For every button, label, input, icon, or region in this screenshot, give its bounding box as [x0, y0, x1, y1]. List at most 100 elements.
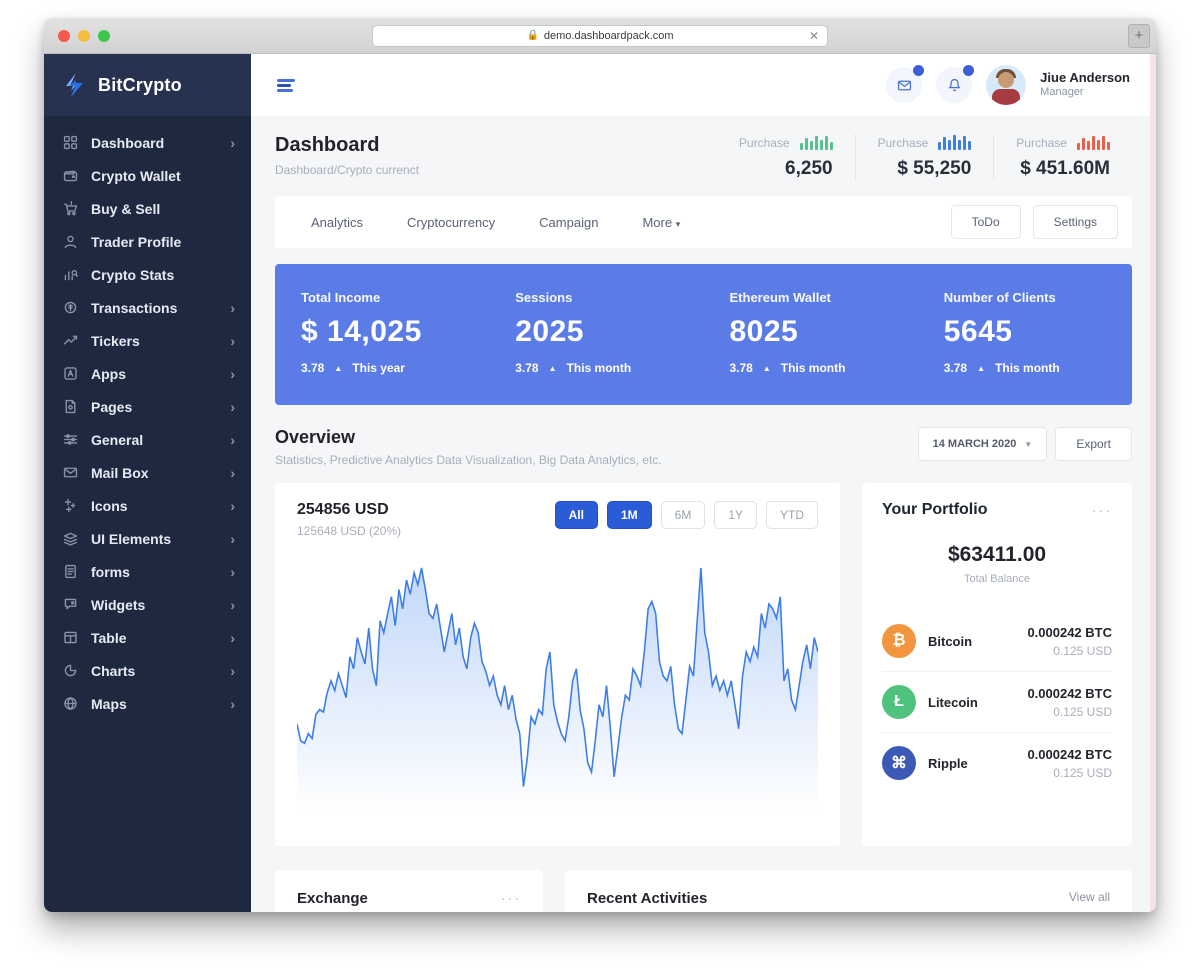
sidebar: BitCrypto [44, 54, 251, 912]
minimize-window-button[interactable] [78, 29, 90, 42]
arrow-up-icon: ▲ [977, 363, 986, 373]
url-bar[interactable]: 🔒 demo.dashboardpack.com ✕ [372, 24, 828, 47]
sidebar-item-tickers[interactable]: Tickers › [44, 324, 251, 357]
coin-row-litecoin[interactable]: Ł Litecoin 0.000242 BTC 0.125 USD [882, 671, 1112, 732]
settings-button[interactable]: Settings [1032, 205, 1118, 239]
brand-name: BitCrypto [98, 74, 182, 95]
tab-campaign[interactable]: Campaign [539, 214, 599, 230]
chevron-right-icon: › [230, 563, 235, 580]
range-pills: All 1M 6M 1Y YTD [554, 501, 818, 529]
user-role: Manager [1040, 86, 1084, 99]
cart-icon [62, 200, 79, 217]
zoom-window-button[interactable] [98, 29, 110, 42]
sidebar-item-maps[interactable]: Maps › [44, 687, 251, 720]
user-name: Jiue Anderson [1040, 70, 1130, 85]
date-select[interactable]: 14 MARCH 2020 ▼ [917, 427, 1048, 461]
widget-bubble-icon [62, 596, 79, 613]
sliders-icon [62, 431, 79, 448]
purchase-value: 6,250 [785, 158, 833, 179]
sidebar-item-mail-box[interactable]: Mail Box › [44, 456, 251, 489]
purchase-stat: Purchase $ 451.60M [993, 134, 1132, 180]
coin-list: ₿ Bitcoin 0.000242 BTC 0.125 USD Ł Litec… [882, 611, 1112, 793]
kpi-number-of-clients: Number of Clients 5645 3.78 ▲ This month [943, 290, 1060, 375]
user-info[interactable]: Jiue Anderson Manager [1040, 70, 1130, 100]
traffic-lights [58, 29, 110, 42]
page-title: Dashboard [275, 134, 380, 156]
exchange-title: Exchange [297, 890, 368, 907]
messages-badge [913, 65, 925, 76]
tab-cryptocurrency[interactable]: Cryptocurrency [407, 214, 496, 230]
form-document-icon [62, 563, 79, 580]
range-1y-button[interactable]: 1Y [714, 501, 757, 529]
litecoin-icon: Ł [882, 685, 916, 719]
lightning-bolt-icon [66, 73, 83, 97]
sidebar-item-general[interactable]: General › [44, 423, 251, 456]
dashboard-grid-icon [62, 134, 79, 151]
chart-price-sub: 125648 USD (20%) [297, 524, 402, 538]
sidebar-item-widgets[interactable]: Widgets › [44, 588, 251, 621]
pie-chart-icon [62, 662, 79, 679]
coin-row-bitcoin[interactable]: ₿ Bitcoin 0.000242 BTC 0.125 USD [882, 611, 1112, 671]
sidebar-item-pages[interactable]: Pages › [44, 390, 251, 423]
chevron-right-icon: › [230, 431, 235, 448]
sidebar-item-icons[interactable]: Icons › [44, 489, 251, 522]
new-tab-button[interactable]: + [1128, 24, 1150, 48]
arrow-up-icon: ▲ [548, 363, 557, 373]
tab-more[interactable]: More ▾ [642, 214, 681, 230]
range-all-button[interactable]: All [554, 501, 598, 529]
notifications-button[interactable] [936, 65, 975, 103]
sidebar-item-apps[interactable]: Apps › [44, 357, 251, 390]
tab-bar: Analytics Cryptocurrency Campaign More ▾… [275, 196, 1132, 248]
view-all-link[interactable]: View all [1068, 890, 1110, 904]
purchase-stat: Purchase $ 55,250 [854, 134, 994, 180]
sidebar-item-transactions[interactable]: Transactions › [44, 291, 251, 324]
ellipsis-menu-icon[interactable]: ··· [1092, 502, 1112, 518]
kpi-ethereum-wallet: Ethereum Wallet 8025 3.78 ▲ This month [729, 290, 846, 375]
scrollbar-track[interactable] [1150, 54, 1156, 912]
sidebar-item-trader-profile[interactable]: Trader Profile [44, 225, 251, 258]
export-button[interactable]: Export [1055, 427, 1132, 461]
sidebar-nav: Dashboard › Crypto Wallet Buy & Sell Trad… [44, 116, 251, 720]
kpi-total-income: Total Income $ 14,025 3.78 ▲ This year [301, 290, 422, 375]
purchase-label: Purchase [877, 136, 929, 150]
coin-row-ripple[interactable]: ⌘ Ripple 0.000242 BTC 0.125 USD [882, 732, 1112, 793]
sidebar-item-ui-elements[interactable]: UI Elements › [44, 522, 251, 555]
sparkles-icon [62, 497, 79, 514]
purchase-label: Purchase [738, 136, 790, 150]
url-text: demo.dashboardpack.com [543, 29, 674, 42]
chevron-right-icon: › [230, 596, 235, 613]
sidebar-item-buy-sell[interactable]: Buy & Sell [44, 192, 251, 225]
ripple-icon: ⌘ [882, 746, 916, 780]
sparkline-bars-blue [938, 134, 972, 150]
envelope-icon [897, 80, 911, 90]
notifications-badge [963, 65, 975, 76]
ellipsis-menu-icon[interactable]: ··· [501, 890, 521, 906]
tab-analytics[interactable]: Analytics [311, 214, 364, 230]
total-balance-value: $63411.00 [947, 543, 1047, 566]
hamburger-menu-icon[interactable] [277, 77, 297, 94]
chevron-down-icon: ▾ [675, 218, 681, 229]
sidebar-item-table[interactable]: Table › [44, 621, 251, 654]
sidebar-item-forms[interactable]: forms › [44, 555, 251, 588]
purchase-label: Purchase [1016, 136, 1067, 150]
purchase-stats: Purchase 6,250 Purchase $ 55,250 [717, 134, 1132, 180]
price-area-chart[interactable] [296, 552, 819, 814]
app-store-icon [62, 365, 79, 382]
range-ytd-button[interactable]: YTD [766, 501, 818, 529]
bitcoin-icon: ₿ [882, 624, 916, 658]
range-6m-button[interactable]: 6M [660, 501, 706, 529]
close-window-button[interactable] [58, 29, 70, 42]
sidebar-item-crypto-wallet[interactable]: Crypto Wallet [44, 159, 251, 192]
user-icon [62, 233, 79, 250]
sidebar-item-dashboard[interactable]: Dashboard › [44, 126, 251, 159]
messages-button[interactable] [886, 65, 925, 103]
sidebar-item-charts[interactable]: Charts › [44, 654, 251, 687]
stop-loading-icon[interactable]: ✕ [808, 28, 819, 43]
user-avatar[interactable] [986, 65, 1027, 105]
sidebar-item-crypto-stats[interactable]: Crypto Stats [44, 258, 251, 291]
todo-button[interactable]: ToDo [950, 205, 1021, 239]
lock-icon: 🔒 [526, 30, 539, 41]
chevron-right-icon: › [230, 530, 235, 547]
range-1m-button[interactable]: 1M [606, 501, 652, 529]
brand-logo[interactable]: BitCrypto [44, 54, 251, 116]
